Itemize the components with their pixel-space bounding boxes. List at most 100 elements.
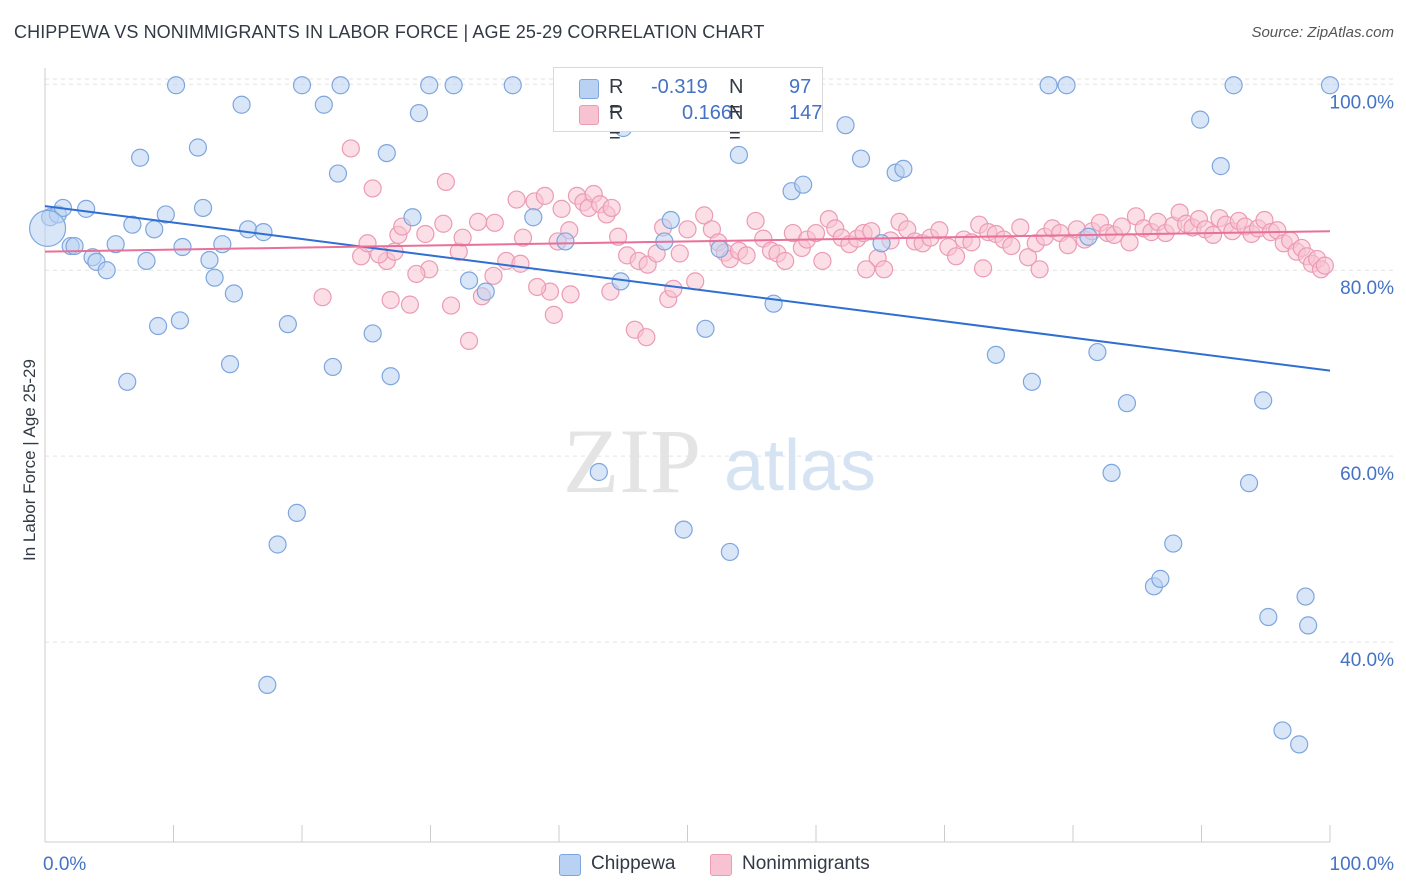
chippewa-point (97, 261, 116, 280)
trend-lines (44, 205, 1331, 372)
chippewa-point (205, 268, 224, 287)
watermark-atlas: atlas (724, 426, 876, 506)
chippewa-point (331, 76, 350, 95)
nonimmigrants-point (528, 277, 547, 297)
nonimmigrants-trend-line (44, 230, 1331, 253)
nonimmigrants-point (381, 290, 400, 310)
chippewa-point (145, 220, 164, 239)
chippewa-point (420, 76, 439, 95)
watermark: ZIP atlas (563, 410, 876, 512)
nonimmigrants-point (664, 279, 683, 298)
nonimmigrants-point (436, 172, 456, 192)
nonimmigrants-point (468, 212, 488, 231)
chippewa-point (77, 199, 96, 218)
nonimmigrants-point (1011, 218, 1030, 237)
nonimmigrants-point (695, 206, 714, 225)
nonimmigrants-point (737, 246, 756, 265)
chippewa-point (377, 143, 396, 163)
nonimmigrants-point (358, 234, 377, 253)
chippewa-point (188, 138, 208, 157)
chippewa-point (1057, 76, 1076, 95)
r-label: R = (609, 102, 624, 147)
chippewa-point (166, 76, 186, 95)
nonimmigrants-point (806, 223, 826, 243)
chippewa-point (1079, 227, 1098, 246)
source-label: Source: ZipAtlas.com (1251, 24, 1394, 41)
nonimmigrants-point (813, 251, 832, 271)
x-tick-label: 0.0% (43, 854, 86, 875)
nonimmigrants-point (776, 251, 795, 271)
chippewa-point (589, 462, 608, 482)
n-value: 97 (789, 76, 812, 98)
nonimmigrants-swatch (579, 105, 599, 125)
y-axis-label-wrap: In Labor Force | Age 25-29 (18, 330, 42, 590)
nonimmigrants-point (453, 228, 472, 247)
r-value: 0.166 (682, 102, 733, 124)
chippewa-point (173, 237, 192, 257)
nonimmigrants-point (1058, 236, 1077, 255)
chippewa-swatch (559, 854, 581, 876)
nonimmigrants-point (746, 211, 765, 231)
chippewa-point (258, 675, 277, 694)
chippewa-point (851, 149, 871, 168)
n-label: N = (729, 76, 744, 121)
nonimmigrants-point (507, 190, 526, 209)
chippewa-point (710, 239, 729, 258)
chippewa-point (1117, 394, 1137, 413)
chippewa-point (314, 95, 333, 114)
chippewa-swatch (579, 79, 599, 99)
chippewa-point (1191, 110, 1210, 129)
chippewa-point (1239, 474, 1259, 493)
nonimmigrants-point (609, 227, 628, 246)
chippewa-point (287, 503, 306, 522)
chippewa-point (130, 148, 150, 167)
chippewa-point (1273, 721, 1292, 740)
chippewa-point (1320, 76, 1340, 95)
chippewa-point (28, 209, 67, 247)
nonimmigrants-point (1315, 256, 1334, 275)
chippewa-point (238, 220, 258, 239)
chippewa-point (1039, 76, 1058, 95)
nonimmigrants-point (434, 214, 453, 233)
nonimmigrants-points (313, 139, 1334, 350)
nonimmigrants-point (1112, 217, 1131, 236)
chippewa-point (403, 208, 422, 227)
n-label: N = (729, 102, 744, 147)
chippewa-point (986, 345, 1006, 364)
nonimmigrants-point (1018, 248, 1038, 267)
chippewa-point (193, 198, 213, 218)
chippewa-point (1296, 587, 1315, 606)
nonimmigrants-point (407, 264, 426, 284)
nonimmigrants-point (946, 247, 966, 266)
nonimmigrants-point (637, 328, 656, 347)
chippewa-point (213, 235, 232, 254)
nonimmigrants-point (686, 272, 705, 291)
chippewa-point (323, 357, 342, 377)
chart-title: CHIPPEWA VS NONIMMIGRANTS IN LABOR FORCE… (14, 22, 765, 42)
chippewa-point (729, 145, 749, 165)
nonimmigrants-point (1030, 260, 1049, 279)
chippewa-point (674, 520, 693, 539)
nonimmigrants-point (313, 288, 332, 307)
grid-lines (45, 78, 1396, 643)
legend-label: Chippewa (591, 853, 676, 874)
y-axis-label: In Labor Force | Age 25-29 (20, 359, 39, 561)
chippewa-point (1224, 76, 1243, 95)
nonimmigrants-point (552, 199, 571, 218)
nonimmigrants-point (513, 228, 533, 247)
chippewa-point (409, 104, 429, 123)
tick-labels: 40.0% 60.0% 80.0% 100.0% 0.0% 100.0% (43, 92, 1394, 875)
chippewa-point (200, 250, 219, 270)
chippewa-point (1259, 607, 1278, 627)
chippewa-point (268, 535, 287, 554)
chippewa-point (444, 76, 463, 95)
chippewa-point (137, 251, 156, 271)
chippewa-point (170, 311, 190, 330)
watermark-zip: ZIP (563, 410, 701, 512)
chippewa-point (476, 282, 495, 301)
n-value: 147 (789, 102, 823, 124)
chippewa-point (328, 164, 348, 183)
y-tick-label: 60.0% (1340, 464, 1394, 485)
chippewa-point (459, 271, 479, 290)
